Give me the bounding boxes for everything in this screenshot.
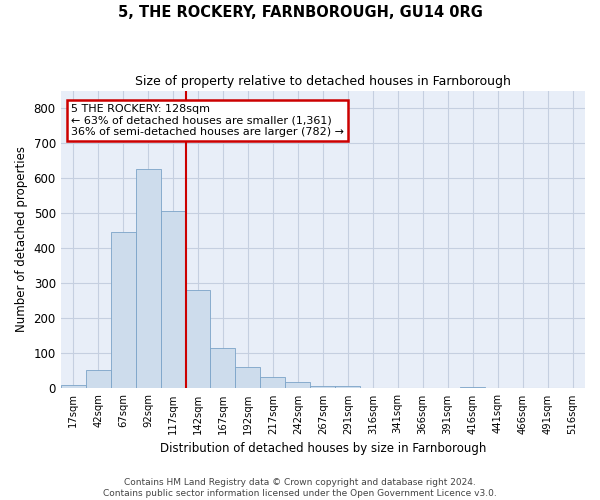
Bar bbox=[460, 386, 485, 388]
Bar bbox=[286, 382, 310, 388]
Bar bbox=[310, 386, 335, 388]
Bar bbox=[260, 377, 286, 388]
Text: Contains HM Land Registry data © Crown copyright and database right 2024.
Contai: Contains HM Land Registry data © Crown c… bbox=[103, 478, 497, 498]
Bar bbox=[110, 232, 136, 388]
Text: 5 THE ROCKERY: 128sqm
← 63% of detached houses are smaller (1,361)
36% of semi-d: 5 THE ROCKERY: 128sqm ← 63% of detached … bbox=[71, 104, 344, 137]
Bar bbox=[86, 370, 110, 388]
Title: Size of property relative to detached houses in Farnborough: Size of property relative to detached ho… bbox=[135, 75, 511, 88]
Bar bbox=[136, 170, 161, 388]
Bar bbox=[61, 385, 86, 388]
Bar bbox=[161, 212, 185, 388]
X-axis label: Distribution of detached houses by size in Farnborough: Distribution of detached houses by size … bbox=[160, 442, 486, 455]
Bar bbox=[235, 366, 260, 388]
Bar bbox=[211, 348, 235, 389]
Y-axis label: Number of detached properties: Number of detached properties bbox=[15, 146, 28, 332]
Bar bbox=[185, 290, 211, 388]
Text: 5, THE ROCKERY, FARNBOROUGH, GU14 0RG: 5, THE ROCKERY, FARNBOROUGH, GU14 0RG bbox=[118, 5, 482, 20]
Bar bbox=[335, 386, 360, 388]
